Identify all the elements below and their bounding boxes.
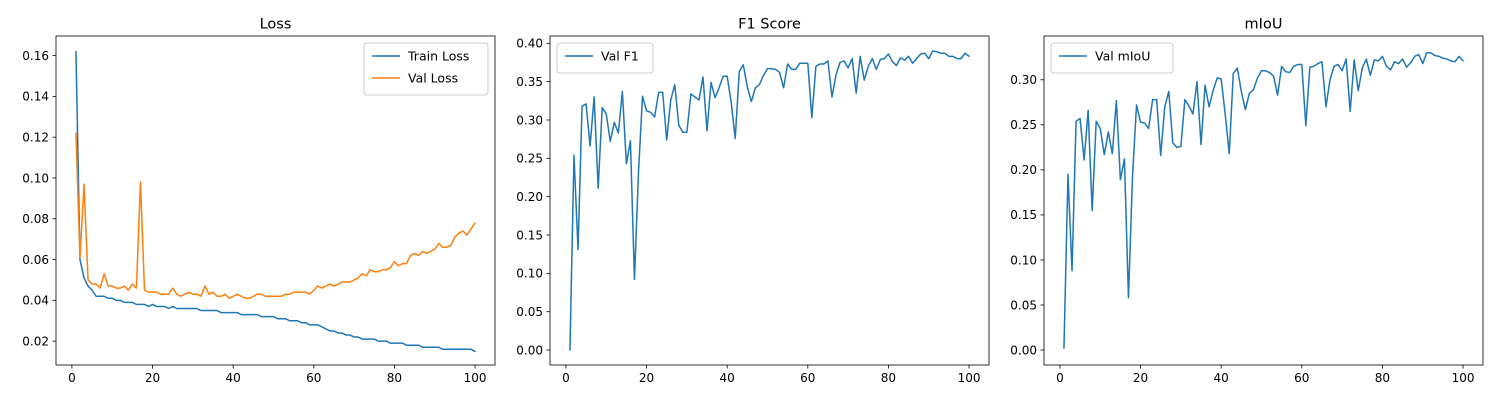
legend: Val F1 [556, 42, 654, 74]
x-tick-label: 60 [1294, 371, 1309, 385]
x-tick-label: 0 [562, 371, 570, 385]
legend: Train Loss Val Loss [363, 42, 489, 96]
legend-label: Val F1 [601, 49, 639, 64]
y-tick-label: 0.15 [1010, 208, 1037, 222]
x-tick-label: 80 [1375, 371, 1390, 385]
y-tick-label: 0.14 [22, 90, 49, 104]
x-tick-label: 100 [958, 371, 981, 385]
y-tick-label: 0.10 [516, 267, 543, 281]
x-tick-label: 20 [639, 371, 654, 385]
panel-title: Loss [260, 17, 292, 33]
panel-loss: Loss 0 20 40 60 80 100 0.02 0.04 0.06 0.08 0.10 0.1… [22, 17, 496, 385]
x-tick-label: 40 [1214, 371, 1229, 385]
y-tick-label: 0.08 [22, 212, 49, 226]
legend-box [556, 42, 654, 74]
y-tick-label: 0.30 [516, 113, 543, 127]
legend: Val mIoU [1050, 42, 1174, 74]
y-tick-label: 0.04 [22, 294, 49, 308]
legend-label: Val mIoU [1095, 49, 1150, 64]
x-tick-label: 80 [387, 371, 402, 385]
x-tick-label: 0 [68, 371, 76, 385]
y-tick-label: 0.02 [22, 334, 49, 348]
y-tick-label: 0.40 [516, 37, 543, 51]
x-tick-label: 20 [1133, 371, 1148, 385]
x-tick-label: 80 [881, 371, 896, 385]
y-tick-label: 0.00 [516, 343, 543, 357]
series-line-val-loss [75, 132, 476, 300]
y-tick-label: 0.05 [1010, 298, 1037, 312]
y-tick-label: 0.12 [22, 130, 49, 144]
series-line-val-f1 [569, 50, 970, 351]
y-tick-label: 0.20 [1010, 163, 1037, 177]
x-tick-label: 40 [226, 371, 241, 385]
panel-title: mIoU [1245, 17, 1283, 33]
y-tick-label: 0.15 [516, 228, 543, 242]
axes-frame [1043, 35, 1484, 366]
x-tick-label: 60 [306, 371, 321, 385]
panel-miou: mIoU 0 20 40 60 80 100 0.00 0.05 0.10 0.15 0.20 0.2… [1010, 17, 1484, 385]
x-tick-label: 100 [464, 371, 487, 385]
y-tick-label: 0.16 [22, 49, 49, 63]
x-tick-label: 0 [1056, 371, 1064, 385]
x-tick-label: 60 [800, 371, 815, 385]
series-line-train-loss [75, 50, 476, 353]
y-tick-label: 0.25 [1010, 118, 1037, 132]
x-tick-label: 100 [1452, 371, 1475, 385]
x-tick-label: 20 [145, 371, 160, 385]
legend-label: Train Loss [407, 49, 469, 64]
y-tick-label: 0.00 [1010, 343, 1037, 357]
y-tick-label: 0.35 [516, 75, 543, 89]
y-tick-label: 0.10 [1010, 253, 1037, 267]
y-tick-label: 0.05 [516, 305, 543, 319]
axes-frame [549, 35, 990, 366]
series-line-val-miou [1063, 52, 1464, 349]
legend-label: Val Loss [408, 71, 458, 86]
y-tick-label: 0.06 [22, 253, 49, 267]
panel-title: F1 Score [738, 17, 801, 33]
legend-box [1050, 42, 1174, 74]
y-tick-label: 0.10 [22, 171, 49, 185]
panel-f1-score: F1 Score 0 20 40 60 80 100 0.00 0.05 0.10 0.15 0.2… [516, 17, 990, 385]
y-tick-label: 0.20 [516, 190, 543, 204]
y-tick-label: 0.30 [1010, 73, 1037, 87]
axes-frame [55, 35, 496, 366]
x-tick-label: 40 [720, 371, 735, 385]
y-tick-label: 0.25 [516, 152, 543, 166]
